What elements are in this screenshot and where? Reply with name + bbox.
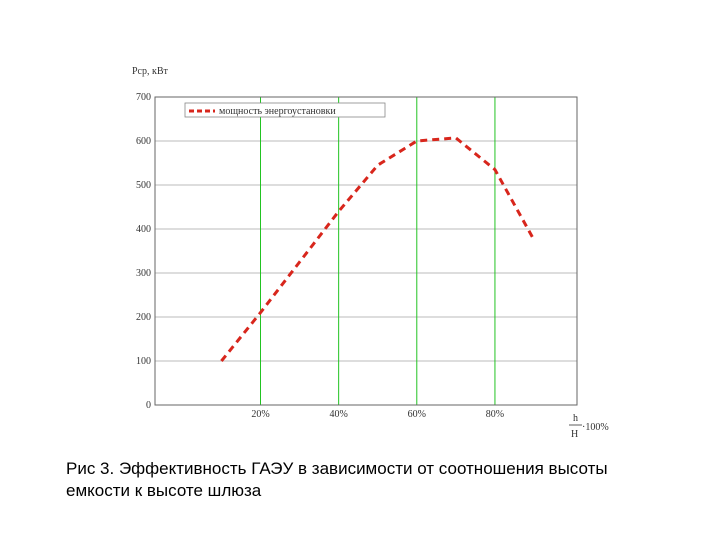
x-label-denominator: H <box>571 429 578 440</box>
y-tick-label: 200 <box>136 312 151 323</box>
y-tick-label: 600 <box>136 136 151 147</box>
x-tick-label: 40% <box>329 409 347 420</box>
x-tick-label: 80% <box>486 409 504 420</box>
y-tick-label: 400 <box>136 224 151 235</box>
x-tick-label: 60% <box>408 409 426 420</box>
data-line <box>220 136 536 362</box>
x-label-numerator: h <box>573 413 578 424</box>
y-tick-label: 0 <box>146 400 151 411</box>
y-axis-label: Pср, кВт <box>132 66 169 77</box>
x-tick-label: 20% <box>251 409 269 420</box>
y-tick-label: 100 <box>136 356 151 367</box>
legend-box <box>184 102 386 118</box>
y-tick-label: 300 <box>136 268 151 279</box>
caption-line: Рис 3. Эффективность ГАЭУ в зависимости … <box>66 459 608 478</box>
legend-label: мощность энергоустановки <box>219 106 336 117</box>
caption-line: емкости к высоте шлюза <box>66 481 262 500</box>
y-tick-label: 700 <box>136 92 151 103</box>
y-tick-label: 500 <box>136 180 151 191</box>
plot-frame <box>154 96 578 406</box>
x-label-suffix: ·100% <box>582 422 609 433</box>
